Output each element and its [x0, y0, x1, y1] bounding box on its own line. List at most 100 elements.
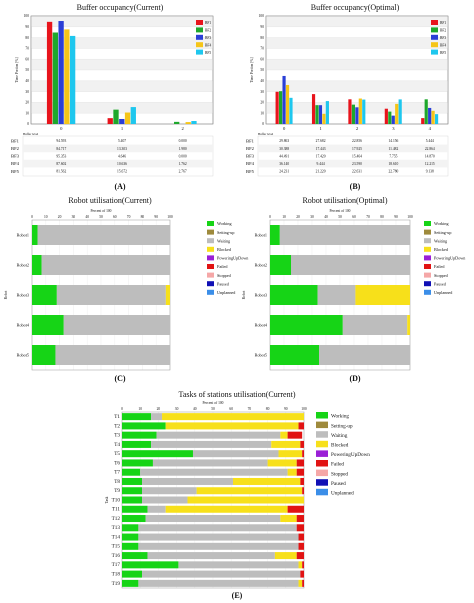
bar-bf4 [124, 112, 131, 124]
segment-working [122, 468, 141, 476]
segment-blocked [298, 561, 303, 569]
segment-waiting [342, 315, 408, 335]
y-tick-label: 10 [25, 111, 29, 115]
bar-bf3 [58, 21, 64, 124]
legend-label: BF3 [440, 36, 446, 40]
table-row-header: BF4 [246, 161, 255, 166]
table-cell: 24.231 [279, 170, 289, 174]
segment-failed [298, 542, 304, 550]
segment-waiting [147, 505, 166, 513]
segment-failed [298, 533, 304, 541]
x-tick-label: 0 [283, 126, 286, 131]
legend-swatch [196, 34, 203, 40]
bar-bf4 [431, 110, 435, 124]
table-row-header: BF5 [246, 169, 255, 174]
y-tick-label: 90 [260, 25, 264, 29]
x-tick-label: 40 [85, 215, 89, 219]
x-tick-label: 1 [319, 126, 322, 131]
grid-band [31, 102, 213, 114]
legend-swatch [316, 460, 328, 467]
x-tick-label: 100 [301, 407, 307, 411]
y-tick-label: 50 [260, 68, 264, 72]
legend-label: Failed [434, 264, 445, 269]
category-label: T16 [112, 553, 121, 559]
segment-waiting [152, 459, 268, 467]
x-tick-label: 60 [229, 407, 233, 411]
segment-blocked [196, 487, 303, 495]
legend-label: BF2 [205, 29, 211, 33]
legend-swatch [316, 450, 328, 457]
segment-waiting [319, 345, 410, 365]
legend-label: PoweringUpDown [217, 256, 249, 261]
table-row-band [258, 144, 448, 153]
legend-label: Waiting [434, 238, 448, 243]
segment-waiting [142, 570, 301, 578]
x-tick-label: 10 [44, 215, 48, 219]
x-tick-label: 50 [211, 407, 215, 411]
legend-swatch [196, 42, 203, 48]
table-row-header: BF3 [246, 154, 255, 159]
segment-working [122, 431, 157, 439]
table-row-header: BF4 [11, 161, 20, 166]
x-tick-label: 10 [138, 407, 142, 411]
category-label: T9 [114, 488, 120, 494]
grid-band [266, 59, 448, 70]
segment-waiting [140, 468, 288, 476]
legend-label: BF1 [205, 21, 211, 25]
x-tick-label: 90 [394, 215, 398, 219]
legend-label: Paused [331, 481, 346, 487]
legend-swatch [207, 229, 214, 235]
table-cell: 15.464 [352, 154, 362, 158]
bar-bf1 [384, 108, 388, 124]
table-cell: 12.215 [425, 162, 435, 166]
bar-bf4 [395, 103, 399, 124]
x-tick-label: 30 [310, 215, 314, 219]
bar-bf3 [391, 115, 395, 124]
segment-failed [300, 477, 304, 485]
bar-bf5 [130, 107, 136, 124]
segment-blocked [407, 315, 410, 335]
table-cell: 1.762 [179, 162, 187, 166]
table-row-header: BF5 [11, 169, 20, 174]
segment-working [122, 477, 143, 485]
x-axis-label: Percent of 100 [91, 209, 112, 213]
bar-bf4 [358, 98, 362, 124]
table-cell: 7.755 [389, 154, 397, 158]
segment-blocked [162, 413, 304, 421]
table-row-header: BF1 [246, 138, 255, 143]
panel-label-b: (B) [350, 182, 361, 191]
bar-bf5 [434, 114, 439, 124]
legend-swatch [196, 49, 203, 55]
x-tick-label: 2 [182, 126, 185, 131]
segment-failed [298, 422, 304, 430]
bar-bf1 [348, 99, 352, 124]
segment-working [122, 515, 146, 523]
legend-swatch [316, 431, 328, 438]
category-label: Robot3 [255, 292, 267, 297]
legend-label: BF4 [205, 43, 211, 47]
segment-blocked [280, 431, 288, 439]
segment-working [122, 450, 193, 458]
table-cell: 14.156 [388, 139, 398, 143]
table-cell: 15.672 [117, 170, 127, 174]
segment-blocked [280, 515, 297, 523]
category-label: Robot1 [17, 232, 29, 237]
table-cell: 22.780 [388, 170, 398, 174]
segment-working [270, 345, 319, 365]
legend-swatch [424, 221, 431, 226]
x-tick-label: 0 [31, 215, 33, 219]
y-tick-label: 60 [25, 57, 29, 61]
segment-waiting [156, 431, 281, 439]
y-tick-label: 100 [24, 14, 30, 18]
segment-working [32, 285, 57, 305]
x-tick-label: 70 [248, 407, 252, 411]
category-label: T15 [112, 544, 121, 550]
grid-band [266, 37, 448, 49]
category-label: Robot2 [255, 262, 267, 267]
table-cell: 94.593 [56, 139, 66, 143]
segment-working [122, 552, 148, 560]
segment-working [122, 524, 139, 532]
category-label: Robot4 [17, 322, 30, 327]
segment-working [122, 542, 139, 550]
category-label: T17 [112, 562, 121, 568]
